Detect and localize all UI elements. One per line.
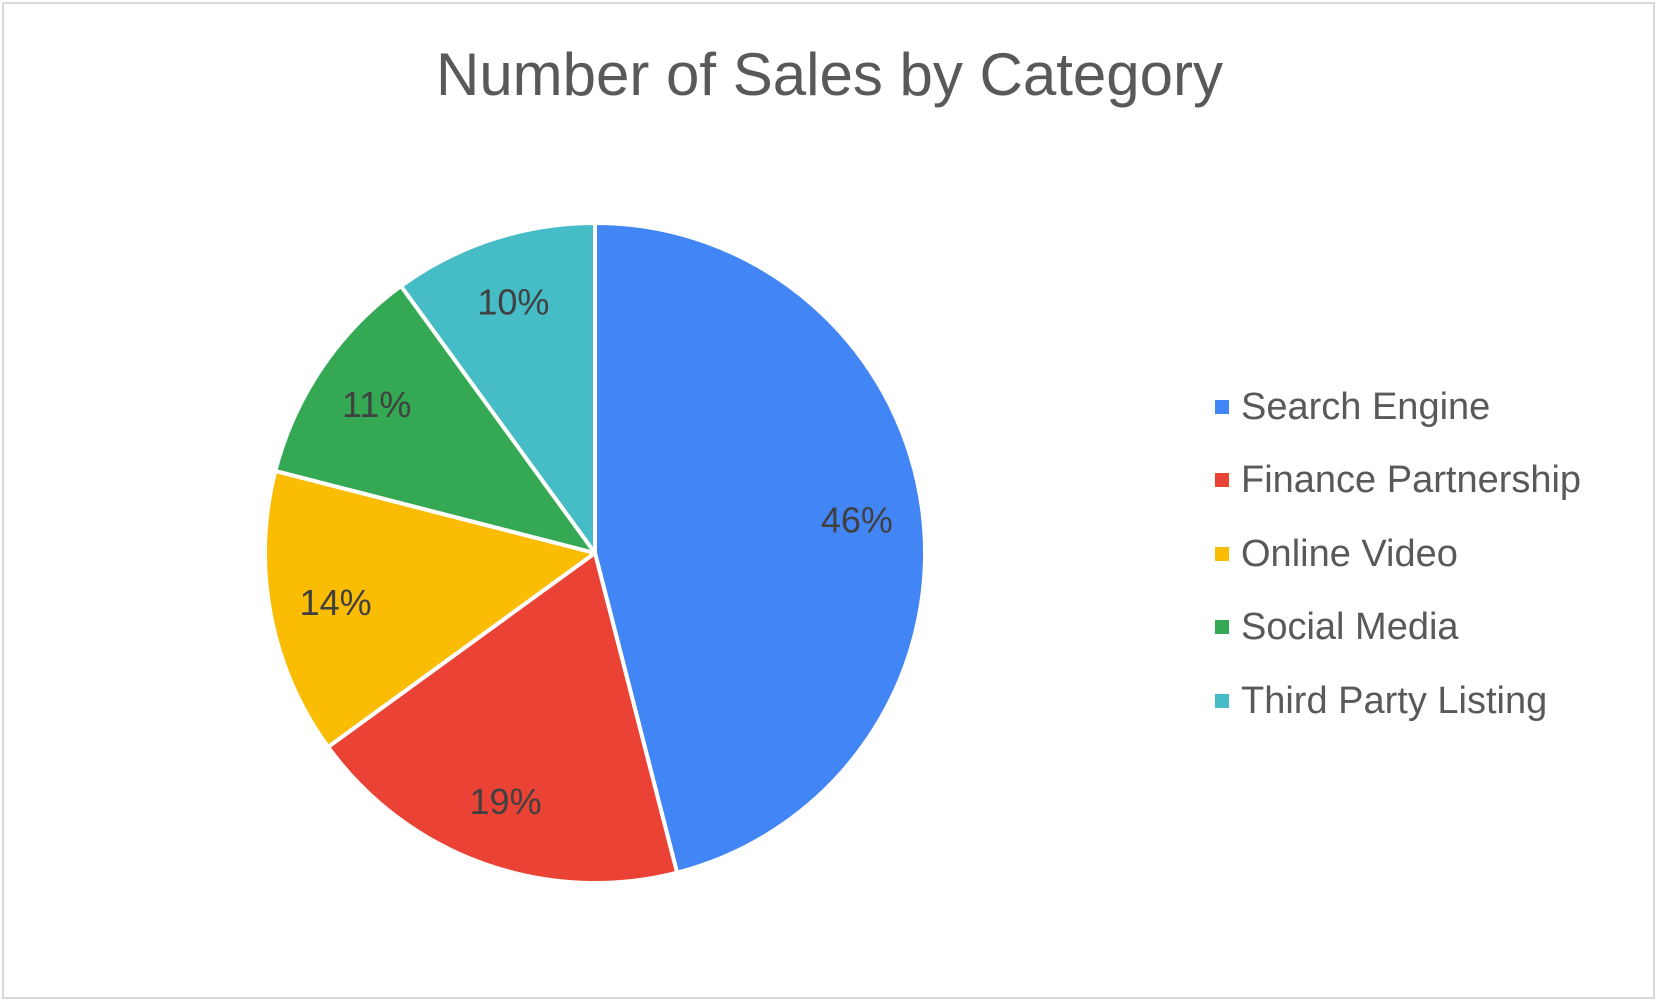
legend-swatch-finance-partnership <box>1215 473 1229 487</box>
legend-item-third-party-listing[interactable]: Third Party Listing <box>1215 679 1548 722</box>
pie-label-online-video: 14% <box>300 582 372 623</box>
pie-slice-third-party-listing[interactable] <box>399 221 597 555</box>
pie-label-social-media: 11% <box>342 384 411 425</box>
chart-title: Number of Sales by Category <box>435 41 1224 108</box>
pie-label-search-engine: 46% <box>821 499 893 540</box>
legend-swatch-third-party-listing <box>1215 694 1229 708</box>
pie-label-third-party-listing: 10% <box>477 281 549 322</box>
legend-label-social-media: Social Media <box>1241 605 1459 648</box>
legend-swatch-search-engine <box>1215 400 1229 414</box>
legend-item-finance-partnership[interactable]: Finance Partnership <box>1215 458 1582 501</box>
legend-item-online-video[interactable]: Online Video <box>1215 532 1458 575</box>
legend-label-search-engine: Search Engine <box>1241 385 1491 428</box>
pie-slice-search-engine[interactable] <box>593 221 927 875</box>
pie-slice-online-video[interactable] <box>263 468 597 749</box>
legend-item-search-engine[interactable]: Search Engine <box>1215 385 1491 428</box>
legend-label-online-video: Online Video <box>1241 532 1458 575</box>
pie-labels: 46% 19% 14% 11% 10% <box>300 281 893 821</box>
pie-slices <box>263 221 927 885</box>
pie-slice-finance-partnership[interactable] <box>326 551 680 885</box>
pie-label-finance-partnership: 19% <box>470 781 542 822</box>
legend-label-third-party-listing: Third Party Listing <box>1241 679 1548 722</box>
legend-swatch-online-video <box>1215 547 1229 561</box>
legend-item-social-media[interactable]: Social Media <box>1215 605 1459 648</box>
legend-swatch-social-media <box>1215 620 1229 634</box>
pie-slice-social-media[interactable] <box>273 284 597 555</box>
legend-label-finance-partnership: Finance Partnership <box>1241 458 1582 501</box>
